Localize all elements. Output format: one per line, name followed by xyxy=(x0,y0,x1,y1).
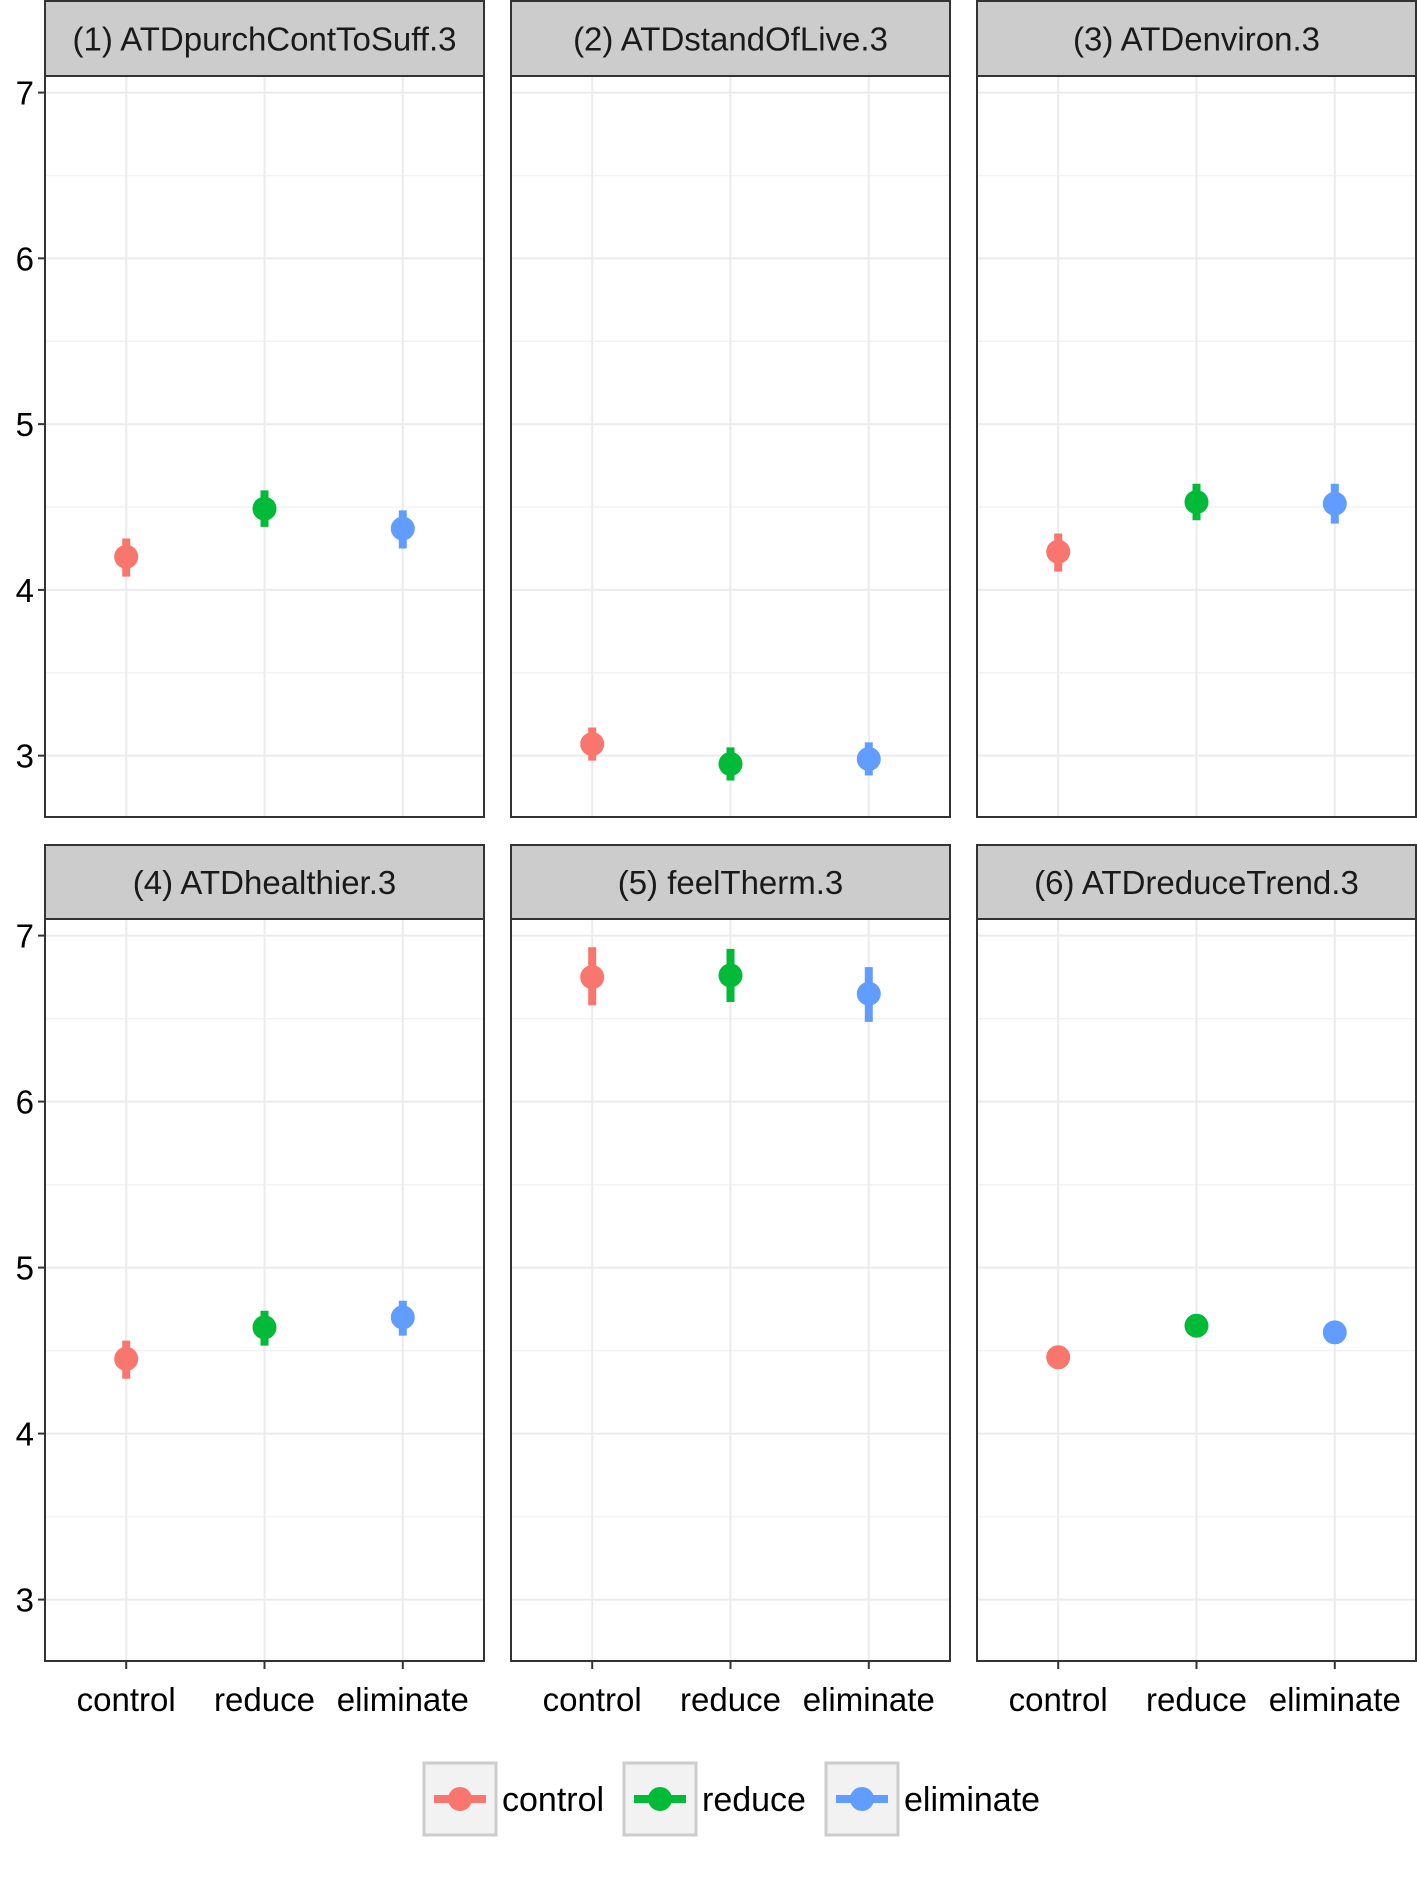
facet-strip xyxy=(976,0,1417,77)
facet-strip xyxy=(44,0,485,77)
x-tick-label-eliminate: eliminate xyxy=(337,1681,469,1718)
facet-title: (5) feelTherm.3 xyxy=(618,864,844,901)
point-reduce xyxy=(718,963,743,988)
x-tick-label-eliminate: eliminate xyxy=(1269,1681,1401,1718)
facet-panel-4: (4) ATDhealthier.3 3 4 5 6 7 control reduce elim… xyxy=(16,844,485,1718)
facet-title: (1) ATDpurchContToSuff.3 xyxy=(73,21,457,58)
facet-strip xyxy=(510,0,951,77)
y-tick-label: 5 xyxy=(16,1250,34,1287)
point-eliminate xyxy=(1322,491,1347,516)
legend-label-control: control xyxy=(502,1781,604,1819)
facet-title: (3) ATDenviron.3 xyxy=(1073,21,1320,58)
y-tick-label: 3 xyxy=(16,1582,34,1619)
point-reduce xyxy=(252,1315,277,1340)
legend-key-point xyxy=(648,1787,672,1811)
legend: control reduce eliminate xyxy=(422,1761,1040,1837)
legend-key-point xyxy=(850,1787,874,1811)
point-control xyxy=(114,1346,139,1371)
facet-strip xyxy=(510,844,951,920)
x-tick-label-control: control xyxy=(1009,1681,1108,1718)
point-control xyxy=(114,544,139,569)
y-tick-label: 3 xyxy=(16,738,34,775)
point-eliminate xyxy=(390,516,415,541)
point-eliminate xyxy=(856,981,881,1006)
legend-key-point xyxy=(448,1787,472,1811)
x-tick-label-reduce: reduce xyxy=(680,1681,781,1718)
y-tick-label: 7 xyxy=(16,918,34,955)
point-reduce xyxy=(718,751,743,776)
point-control xyxy=(580,965,605,990)
y-tick-label: 6 xyxy=(16,1084,34,1121)
facet-strip xyxy=(976,844,1417,920)
point-eliminate xyxy=(856,746,881,771)
facet-panel-6: (6) ATDreduceTrend.3 control reduce elimina… xyxy=(976,844,1417,1718)
x-tick-label-reduce: reduce xyxy=(214,1681,315,1718)
x-tick-label-control: control xyxy=(543,1681,642,1718)
facet-strip xyxy=(44,844,485,920)
point-reduce xyxy=(1184,490,1209,515)
x-tick-label-eliminate: eliminate xyxy=(803,1681,935,1718)
point-reduce xyxy=(1184,1313,1209,1338)
facet-title: (4) ATDhealthier.3 xyxy=(133,864,397,901)
x-tick-label-control: control xyxy=(77,1681,176,1718)
point-reduce xyxy=(252,496,277,521)
y-tick-label: 6 xyxy=(16,240,34,277)
y-tick-label: 4 xyxy=(16,1416,34,1453)
point-control xyxy=(1046,1345,1071,1370)
y-tick-label: 7 xyxy=(16,75,34,112)
y-tick-label: 5 xyxy=(16,406,34,443)
facet-panel-5: (5) feelTherm.3 control reduce eliminate xyxy=(510,844,951,1718)
point-control xyxy=(580,732,605,757)
facet-title: (6) ATDreduceTrend.3 xyxy=(1034,864,1359,901)
legend-label-reduce: reduce xyxy=(702,1781,806,1819)
facet-panel-1: (1) ATDpurchContToSuff.3 3 4 5 6 7 xyxy=(16,0,485,818)
facet-title: (2) ATDstandOfLive.3 xyxy=(573,21,888,58)
legend-label-eliminate: eliminate xyxy=(904,1781,1040,1819)
point-eliminate xyxy=(390,1305,415,1330)
point-control xyxy=(1046,539,1071,564)
point-eliminate xyxy=(1322,1320,1347,1345)
y-tick-label: 4 xyxy=(16,572,34,609)
facet-panel-2: (2) ATDstandOfLive.3 xyxy=(510,0,951,818)
facet-panel-3: (3) ATDenviron.3 xyxy=(976,0,1417,818)
x-tick-label-reduce: reduce xyxy=(1146,1681,1247,1718)
